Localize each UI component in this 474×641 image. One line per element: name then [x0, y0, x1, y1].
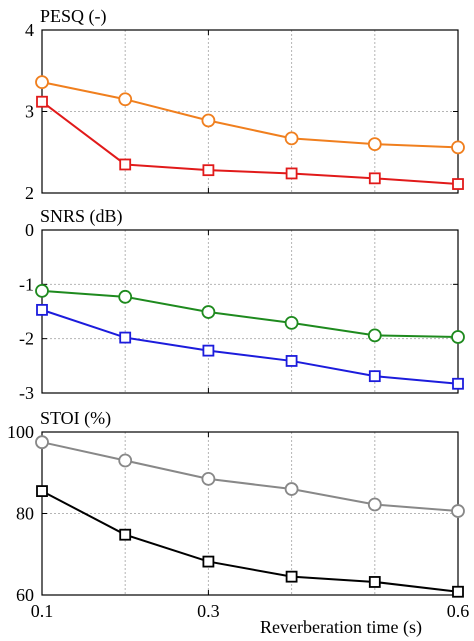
data-point — [119, 331, 132, 344]
data-point — [202, 344, 215, 357]
data-point — [284, 482, 299, 496]
x-tick-label: 0.6 — [447, 601, 470, 621]
x-tick-label: 0.1 — [31, 601, 54, 621]
data-point — [118, 289, 133, 304]
data-point — [35, 435, 49, 450]
series-1 — [35, 75, 465, 155]
series-line — [41, 100, 459, 186]
data-point — [201, 305, 216, 319]
series-line — [41, 308, 459, 385]
data-point — [35, 283, 49, 298]
plot-frame — [41, 229, 459, 394]
data-point — [367, 497, 382, 512]
y-tick-label: -1 — [19, 274, 34, 294]
data-point — [285, 355, 298, 367]
data-point — [285, 570, 298, 583]
series-line — [41, 441, 459, 513]
chart-panels: 2 3 4 PESQ (-) -3 -2 -1 0 SNRS (dB) 60 80 100 0.1 0.3… — [7, 6, 469, 638]
panel-2: -3 -2 -1 0 SNRS (dB) — [19, 206, 465, 403]
y-tick-label: 0 — [25, 220, 34, 240]
data-point — [451, 504, 465, 518]
data-point — [36, 485, 48, 497]
y-tick-label: 3 — [25, 102, 34, 122]
data-point — [452, 178, 464, 190]
x-axis-label: Reverberation time (s) — [260, 617, 422, 638]
y-tick-label: 80 — [16, 504, 34, 524]
series-2 — [36, 485, 464, 598]
data-point — [35, 75, 49, 90]
data-point — [284, 131, 299, 146]
data-point — [36, 95, 48, 108]
series-1 — [35, 435, 465, 518]
data-point — [368, 172, 381, 185]
data-point — [285, 167, 298, 180]
data-point — [118, 92, 133, 107]
data-point — [36, 303, 48, 316]
y-tick-label: 60 — [16, 585, 34, 605]
data-point — [201, 471, 216, 486]
panel-title: PESQ (-) — [40, 6, 107, 27]
data-point — [119, 158, 132, 171]
data-point — [368, 576, 381, 588]
series-2 — [36, 95, 464, 190]
panel-3: 60 80 100 0.1 0.3 0.6 Reverberation time (s) ST… — [7, 408, 469, 638]
data-point — [119, 528, 132, 541]
data-point — [367, 328, 382, 343]
data-point — [452, 377, 464, 390]
data-point — [202, 555, 215, 568]
data-point — [202, 164, 215, 177]
panel-title: SNRS (dB) — [40, 206, 123, 227]
series-2 — [36, 303, 464, 390]
data-point — [201, 113, 216, 128]
series-line — [41, 289, 459, 339]
data-point — [367, 137, 382, 152]
y-tick-label: -2 — [19, 329, 34, 349]
series-1 — [35, 283, 465, 344]
data-point — [451, 140, 465, 155]
data-point — [368, 370, 381, 383]
y-tick-label: 2 — [25, 183, 34, 203]
y-tick-label: -3 — [19, 383, 34, 403]
data-point — [451, 330, 465, 344]
y-tick-label: 100 — [7, 422, 34, 442]
data-point — [452, 585, 464, 598]
panel-title: STOI (%) — [40, 408, 111, 429]
series-line — [41, 81, 459, 149]
data-point — [118, 453, 133, 468]
y-tick-label: 4 — [25, 20, 34, 40]
panel-1: 2 3 4 PESQ (-) — [25, 6, 465, 203]
series-line — [41, 490, 459, 593]
data-point — [284, 316, 299, 330]
x-tick-label: 0.3 — [197, 601, 220, 621]
